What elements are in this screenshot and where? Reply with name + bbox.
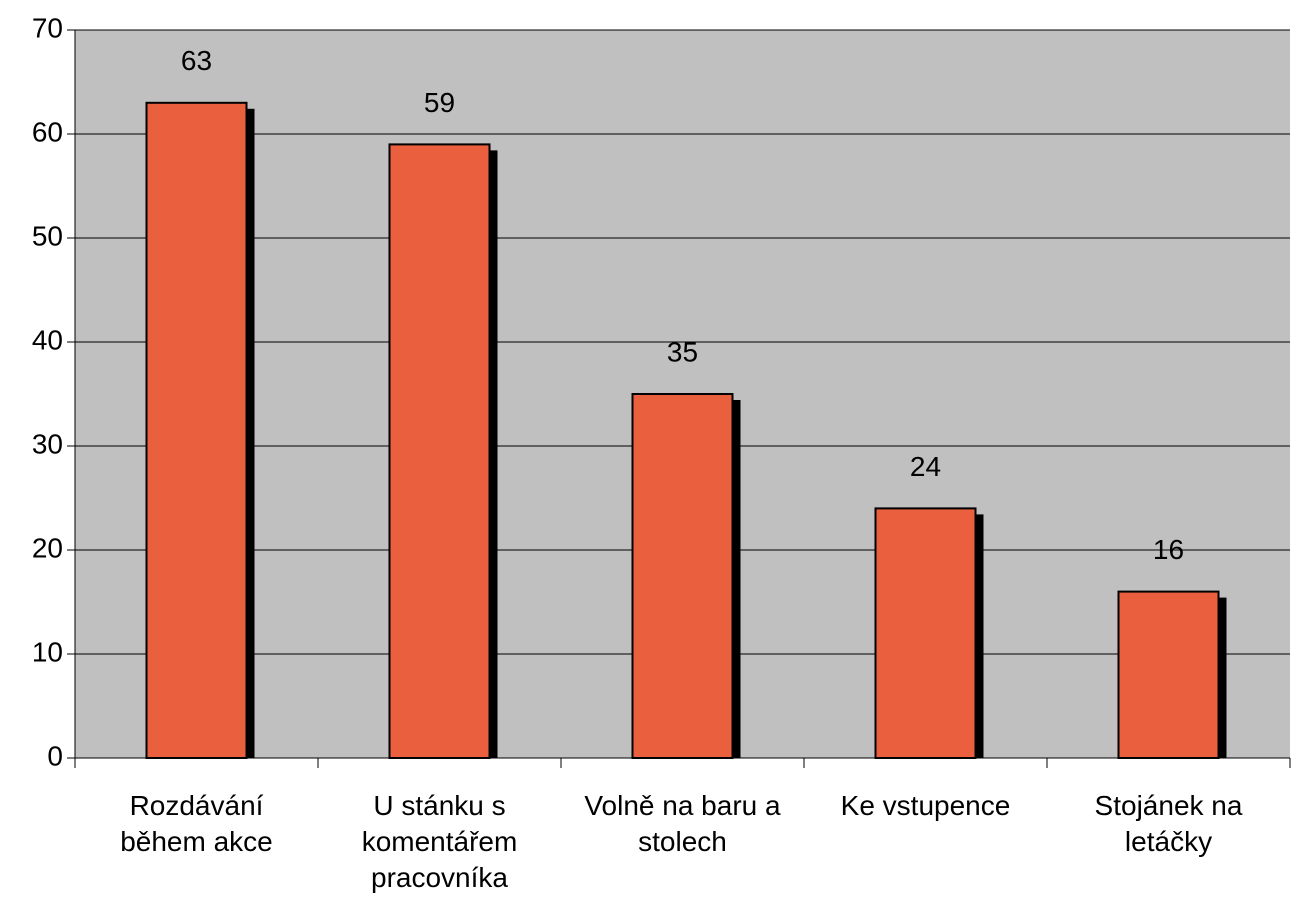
y-tick-label: 60 bbox=[32, 116, 63, 147]
bar bbox=[874, 507, 977, 759]
value-label: 24 bbox=[910, 451, 941, 482]
y-tick-label: 50 bbox=[32, 220, 63, 251]
bar bbox=[145, 101, 248, 760]
y-tick-label: 70 bbox=[32, 12, 63, 43]
bar bbox=[1117, 590, 1220, 759]
x-tick-label: U stánku s komentářem pracovníka bbox=[361, 790, 518, 893]
value-label: 63 bbox=[181, 45, 212, 76]
value-label: 16 bbox=[1153, 534, 1184, 565]
y-tick-label: 40 bbox=[32, 324, 63, 355]
x-tick-label: Stojánek na letáčky bbox=[1094, 790, 1243, 857]
bar bbox=[631, 393, 734, 759]
value-label: 59 bbox=[424, 87, 455, 118]
x-tick-label: Volně na baru a stolech bbox=[584, 790, 781, 857]
value-label: 35 bbox=[667, 336, 698, 367]
x-tick-label: Rozdávání během akce bbox=[120, 790, 273, 857]
y-tick-label: 10 bbox=[32, 636, 63, 667]
y-tick-label: 20 bbox=[32, 532, 63, 563]
x-tick-label: Ke vstupence bbox=[840, 790, 1011, 821]
bar bbox=[388, 143, 491, 759]
y-tick-label: 30 bbox=[32, 428, 63, 459]
y-tick-label: 0 bbox=[47, 740, 63, 771]
